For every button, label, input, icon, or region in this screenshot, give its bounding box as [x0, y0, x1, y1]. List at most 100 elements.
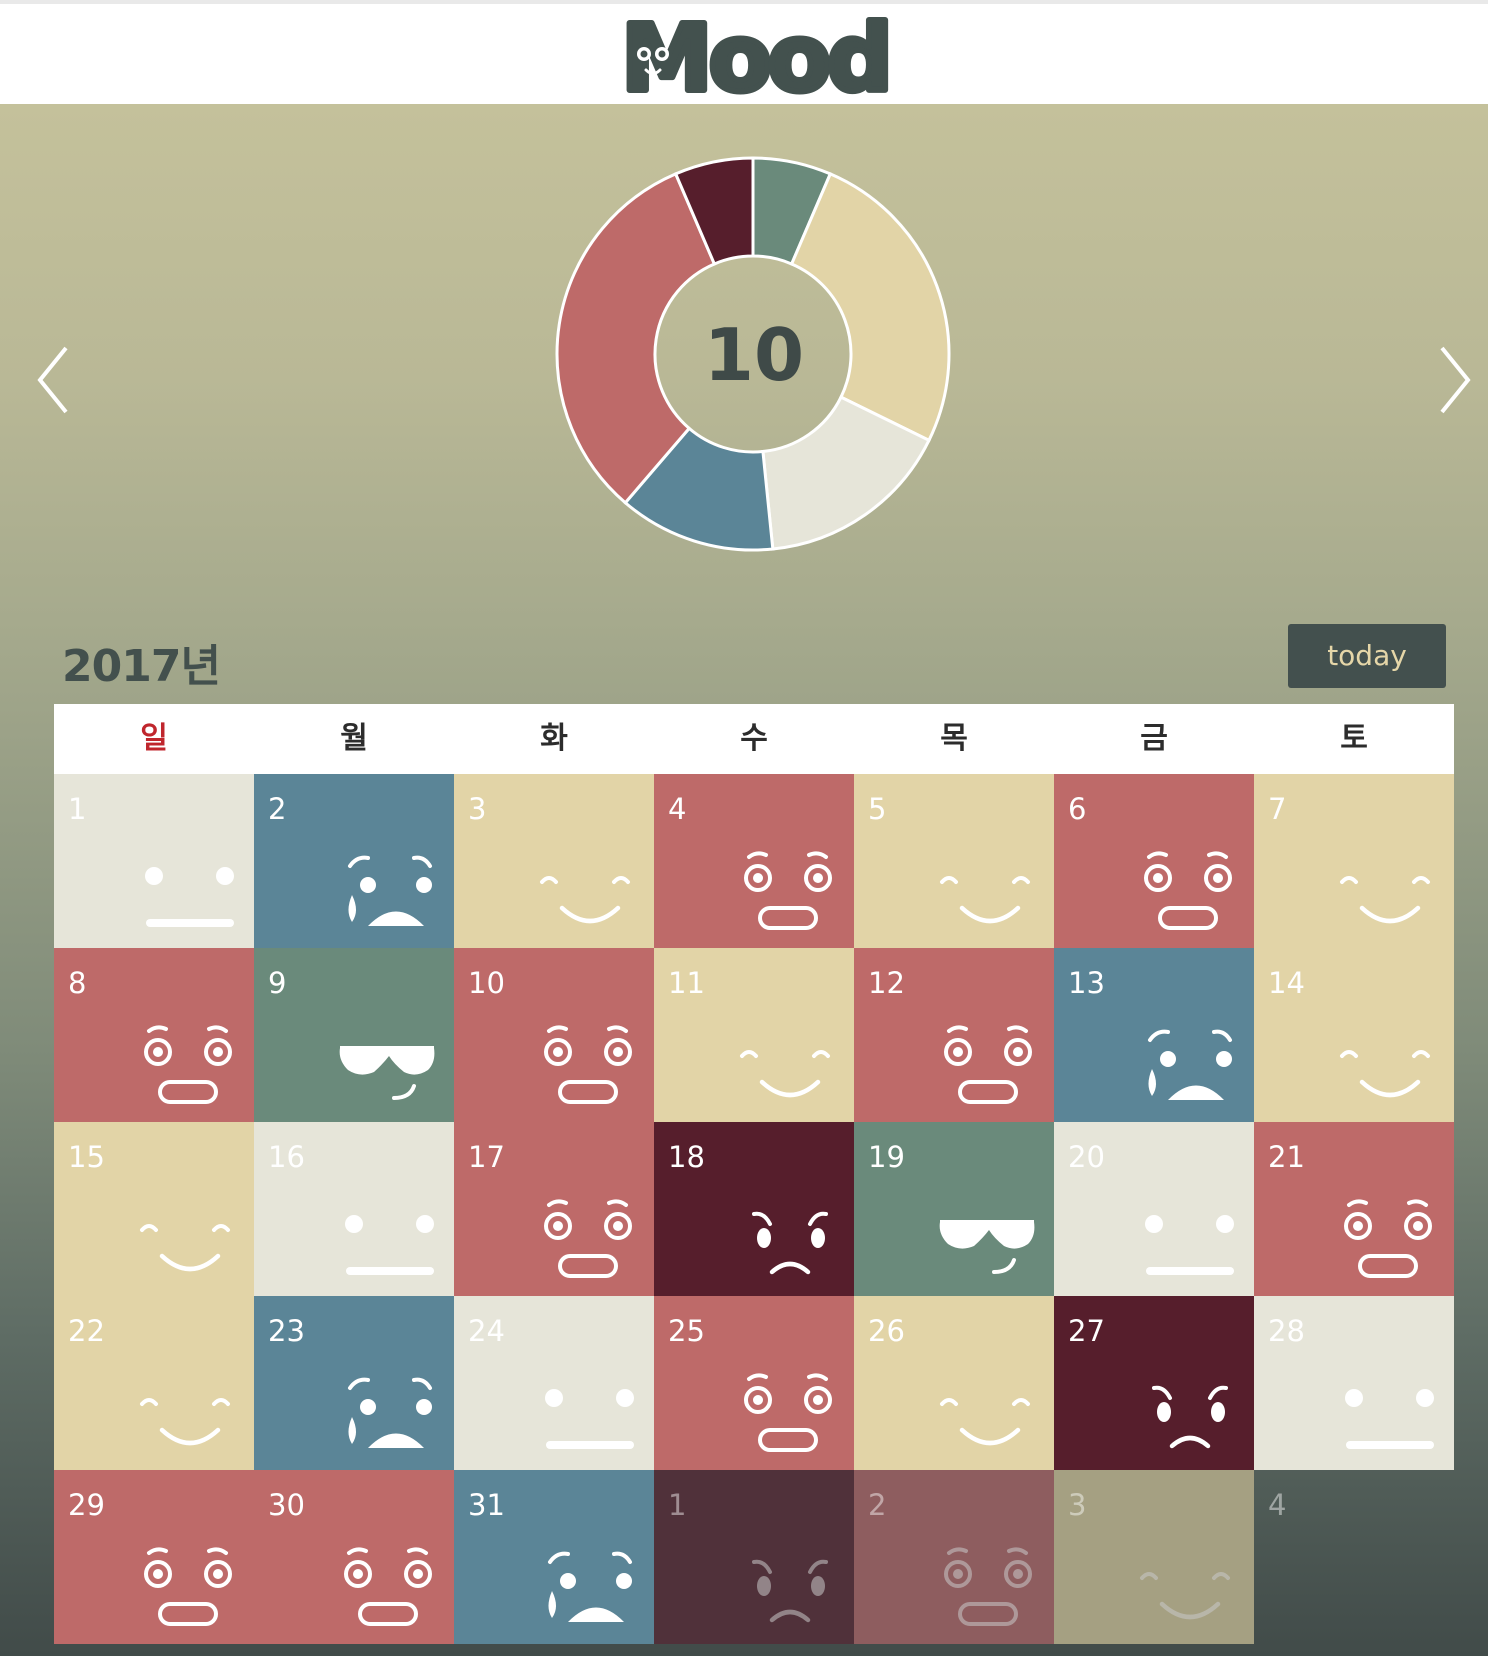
- calendar-day[interactable]: 30: [254, 1470, 454, 1644]
- day-number: 20: [1068, 1140, 1105, 1174]
- happy-face-icon: [740, 1050, 830, 1098]
- day-number: 13: [1068, 966, 1105, 1000]
- day-number: 16: [268, 1140, 305, 1174]
- weekday-tue: 화: [540, 721, 568, 756]
- calendar-day[interactable]: 11: [654, 948, 854, 1122]
- calendar-day[interactable]: 2: [254, 774, 454, 948]
- happy-face-icon: [1340, 1050, 1430, 1098]
- calendar-day[interactable]: 7: [1254, 774, 1454, 948]
- day-number: 8: [68, 966, 87, 1000]
- cool-face-icon: [339, 1046, 435, 1100]
- calendar-day[interactable]: 8: [54, 948, 254, 1122]
- day-number: 10: [468, 966, 505, 1000]
- calendar-day[interactable]: 17: [454, 1122, 654, 1296]
- day-number: 27: [1068, 1314, 1105, 1348]
- calendar-day[interactable]: 25: [654, 1296, 854, 1470]
- calendar-day[interactable]: 10: [454, 948, 654, 1122]
- day-number: 29: [68, 1488, 105, 1522]
- calendar-day[interactable]: 14: [1254, 948, 1454, 1122]
- chevron-right-icon: [1440, 346, 1471, 414]
- calendar-day[interactable]: 29: [54, 1470, 254, 1644]
- day-number: 1: [68, 792, 87, 826]
- surprised-face-icon: [144, 1547, 232, 1626]
- neutral-face-icon: [345, 1215, 434, 1275]
- day-number: 12: [868, 966, 905, 1000]
- weekday-header: 일 월 화 수 목 금 토: [54, 704, 1454, 774]
- weekday-mon: 월: [340, 721, 368, 756]
- sad-face-icon: [1148, 1029, 1232, 1100]
- calendar-day[interactable]: 31: [454, 1470, 654, 1644]
- year-label: 2017년: [62, 641, 221, 692]
- calendar-day[interactable]: 13: [1054, 948, 1254, 1122]
- day-number: 25: [668, 1314, 705, 1348]
- day-number: 19: [868, 1140, 905, 1174]
- day-number: 6: [1068, 792, 1087, 826]
- calendar-day[interactable]: 4: [1254, 1470, 1454, 1644]
- calendar-day[interactable]: 3: [454, 774, 654, 948]
- day-number: 28: [1268, 1314, 1305, 1348]
- calendar-day[interactable]: 19: [854, 1122, 1054, 1296]
- calendar: 일 월 화 수 목 금 토 1 2 3 4 5 6 7 8 9 10 11 12 13 14 15 16 17 1…: [54, 704, 1454, 1644]
- calendar-day[interactable]: 9: [254, 948, 454, 1122]
- calendar-day[interactable]: 1: [654, 1470, 854, 1644]
- calendar-day[interactable]: 22: [54, 1296, 254, 1470]
- calendar-grid: 1 2 3 4 5 6 7 8 9 10 11 12 13 14 15 16 17 18 19 20 21 22 23 24 2…: [54, 774, 1454, 1644]
- chevron-left-icon: [37, 346, 68, 414]
- mood-logo[interactable]: Mood: [610, 4, 900, 104]
- day-number: 23: [268, 1314, 305, 1348]
- surprised-face-icon: [344, 1547, 432, 1626]
- sad-face-icon: [348, 1377, 432, 1448]
- day-number: 3: [468, 792, 487, 826]
- donut-slice-happy: [789, 171, 951, 443]
- day-number: 15: [68, 1140, 105, 1174]
- happy-face-icon: [140, 1398, 230, 1446]
- calendar-day[interactable]: 26: [854, 1296, 1054, 1470]
- calendar-day[interactable]: 18: [654, 1122, 854, 1296]
- day-number: 3: [1068, 1488, 1087, 1522]
- calendar-day[interactable]: 6: [1054, 774, 1254, 948]
- donut-slice-neutral: [761, 395, 931, 551]
- calendar-day[interactable]: 28: [1254, 1296, 1454, 1470]
- happy-face-icon: [940, 876, 1030, 924]
- prev-month-button[interactable]: [24, 340, 84, 420]
- surprised-face-icon: [1344, 1199, 1432, 1278]
- calendar-day[interactable]: 21: [1254, 1122, 1454, 1296]
- calendar-day[interactable]: 24: [454, 1296, 654, 1470]
- calendar-day[interactable]: 16: [254, 1122, 454, 1296]
- day-number: 2: [868, 1488, 887, 1522]
- calendar-day[interactable]: 15: [54, 1122, 254, 1296]
- next-month-button[interactable]: [1424, 340, 1484, 420]
- weekday-sun: 일: [140, 721, 168, 756]
- app-header: Mood: [0, 4, 1488, 104]
- happy-face-icon: [940, 1398, 1030, 1446]
- today-button[interactable]: today: [1288, 624, 1446, 688]
- surprised-face-icon: [144, 1025, 232, 1104]
- calendar-day[interactable]: 1: [54, 774, 254, 948]
- logo-text: Mood: [621, 5, 889, 104]
- day-number: 1: [668, 1488, 687, 1522]
- calendar-day[interactable]: 4: [654, 774, 854, 948]
- calendar-day[interactable]: 27: [1054, 1296, 1254, 1470]
- weekday-wed: 수: [740, 721, 768, 756]
- day-number: 21: [1268, 1140, 1305, 1174]
- weekday-fri: 금: [1140, 721, 1168, 756]
- surprised-face-icon: [944, 1547, 1032, 1626]
- day-number: 4: [1268, 1488, 1287, 1522]
- day-number: 5: [868, 792, 887, 826]
- calendar-day[interactable]: 2: [854, 1470, 1054, 1644]
- day-number: 2: [268, 792, 287, 826]
- surprised-face-icon: [544, 1025, 632, 1104]
- weekday-thu: 목: [940, 721, 968, 756]
- donut-slice-surprised: [555, 171, 717, 505]
- surprised-face-icon: [744, 1373, 832, 1452]
- calendar-day[interactable]: 3: [1054, 1470, 1254, 1644]
- day-number: 7: [1268, 792, 1287, 826]
- calendar-day[interactable]: 23: [254, 1296, 454, 1470]
- calendar-day[interactable]: 12: [854, 948, 1054, 1122]
- weekday-sat: 토: [1340, 721, 1368, 756]
- surprised-face-icon: [544, 1199, 632, 1278]
- calendar-day[interactable]: 5: [854, 774, 1054, 948]
- calendar-day[interactable]: 20: [1054, 1122, 1254, 1296]
- neutral-face-icon: [1345, 1389, 1434, 1449]
- surprised-face-icon: [1144, 851, 1232, 930]
